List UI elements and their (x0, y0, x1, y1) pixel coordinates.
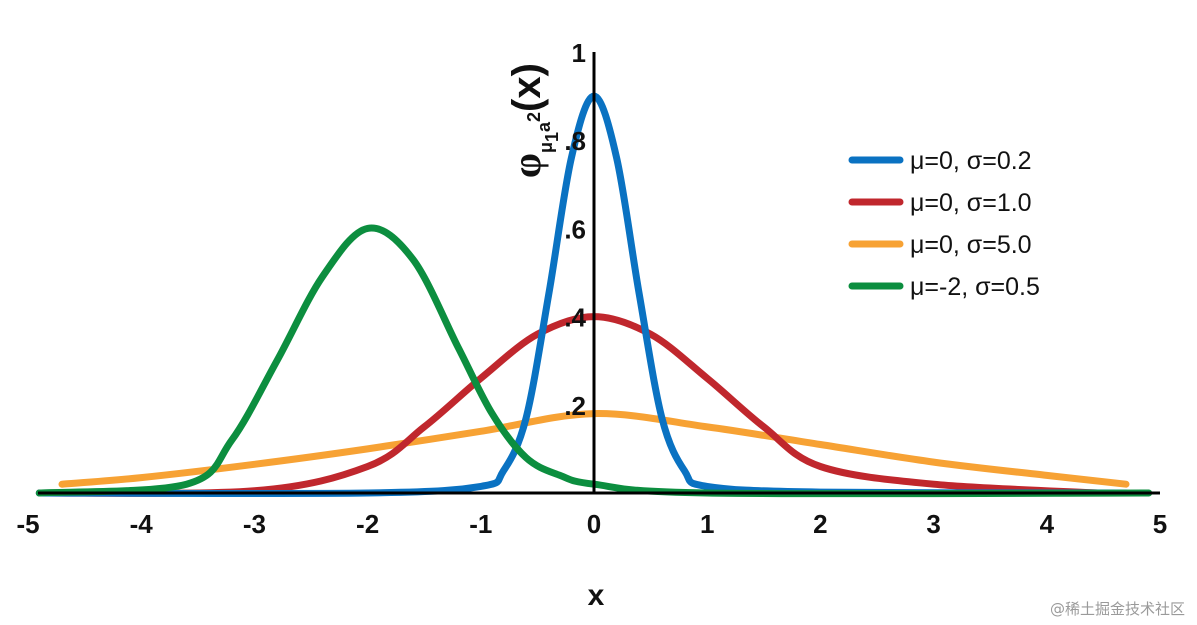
y-axis-title-sup-base: a (534, 121, 554, 132)
x-tick-label: -1 (469, 509, 492, 539)
x-tick-label: 5 (1153, 509, 1167, 539)
watermark: @稀土掘金技术社区 (1049, 600, 1185, 618)
legend-label: μ=0, σ=5.0 (910, 231, 1032, 259)
y-tick-label: .8 (564, 126, 586, 156)
legend-label: μ=0, σ=1.0 (910, 189, 1032, 217)
y-axis-title-sup: 2 (524, 112, 544, 122)
x-tick-label: -3 (243, 509, 266, 539)
x-tick-label: 4 (1040, 509, 1055, 539)
x-tick-label: 2 (813, 509, 827, 539)
x-tick-label: -2 (356, 509, 379, 539)
y-axis-title-sub2: 1 (542, 132, 562, 142)
x-tick-label: 3 (926, 509, 940, 539)
x-tick-label: 1 (700, 509, 714, 539)
y-tick-label: .2 (564, 391, 586, 421)
y-tick-label: 1 (572, 38, 586, 68)
svg-text:φμ1a2(x): φμ1a2(x) (504, 63, 562, 178)
legend: μ=0, σ=0.2 μ=0, σ=1.0 μ=0, σ=5.0 μ=-2, σ=0.… (848, 147, 1040, 301)
legend-label: μ=0, σ=0.2 (910, 147, 1032, 175)
x-tick-label: -5 (16, 509, 39, 539)
y-axis-title: φμ1a2(x) (504, 63, 562, 178)
y-axis-title-sub: μ (536, 142, 556, 153)
x-tick-label: 0 (587, 509, 601, 539)
y-axis-title-symbol: φ (504, 153, 549, 178)
y-axis-title-arg: (x) (505, 63, 549, 112)
x-axis-title: x (588, 579, 605, 612)
legend-label: μ=-2, σ=0.5 (910, 273, 1040, 301)
y-tick-label: .6 (564, 214, 586, 244)
y-tick-labels: .2 .4 .6 .8 1 (564, 38, 586, 421)
x-tick-labels: -5 -4 -3 -2 -1 0 1 2 3 4 5 (16, 509, 1167, 539)
x-tick-label: -4 (130, 509, 154, 539)
y-tick-label: .4 (564, 303, 586, 333)
